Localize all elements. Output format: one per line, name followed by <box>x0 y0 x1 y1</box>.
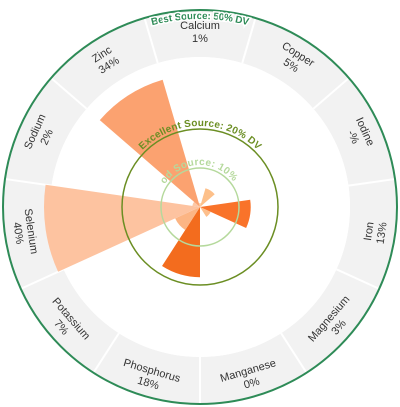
wedge-calcium <box>198 203 202 207</box>
category-name: Iron <box>362 221 377 241</box>
band-divider <box>3 177 52 187</box>
category-value: -% <box>345 129 362 146</box>
band-divider <box>280 332 308 375</box>
category-value: 1% <box>192 33 208 45</box>
ring-good-source <box>160 167 240 247</box>
band-divider <box>92 332 120 375</box>
wedge-zinc <box>99 79 200 207</box>
category-value: 0% <box>243 375 262 391</box>
band-divider <box>143 16 159 64</box>
band-divider <box>348 177 397 187</box>
band-divider <box>241 16 257 64</box>
wedge-potassium <box>175 207 200 230</box>
wedge-phosphorus <box>162 207 200 278</box>
ring-excellent-source <box>121 128 279 286</box>
category-name: Calcium <box>180 20 220 32</box>
wedge-sodium <box>192 201 200 207</box>
band-divider <box>312 76 351 110</box>
wedge-magnesium <box>200 207 211 217</box>
category-value: 40% <box>10 221 25 245</box>
band-divider <box>49 76 88 110</box>
category-value: 13% <box>375 221 390 245</box>
ring-best-source <box>2 9 398 405</box>
band-divider <box>19 268 64 291</box>
wedge-iron <box>200 199 251 229</box>
wedge-copper <box>200 188 215 207</box>
band-divider <box>336 268 381 291</box>
